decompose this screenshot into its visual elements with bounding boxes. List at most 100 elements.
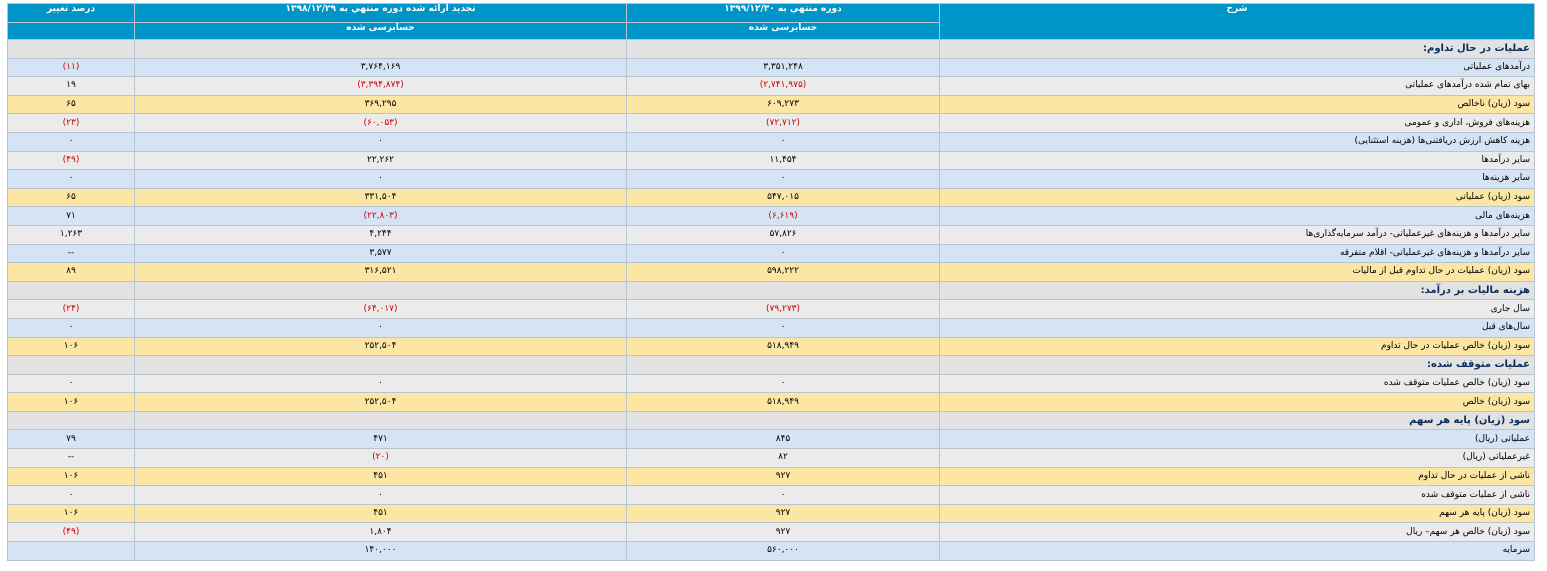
row-current-value: ۵۱۸,۹۴۹ [626, 392, 940, 412]
row-current-value: ۵۶۰,۰۰۰ [626, 541, 940, 561]
row-current-value: ۶۰۹,۲۷۳ [626, 94, 940, 115]
table-row: سود (زیان) خالص عملیات در حال تداوم ۵۱۸,۹… [7, 336, 1535, 357]
row-change-percent: ۰ [7, 317, 135, 338]
row-current-value [626, 280, 940, 301]
row-prior-value: ۱۴۰,۰۰۰ [134, 541, 627, 561]
table-row: سایر درآمدها ۱۱,۴۵۴ ۲۲,۲۶۲ (۴۹) [7, 150, 1535, 171]
row-prior-value: ۴۵۱ [134, 503, 627, 524]
section-header-row: سود (زیان) پایه هر سهم [7, 410, 1535, 431]
row-current-value: ۰ [626, 485, 940, 505]
row-change-percent: ۱,۲۶۳ [7, 224, 135, 245]
row-prior-value: (۲۲,۸۰۳) [134, 206, 627, 226]
table-row: عملیاتی (ریال) ۸۴۵ ۴۷۱ ۷۹ [7, 429, 1535, 450]
row-prior-value: ۲۲,۲۶۲ [134, 150, 627, 171]
section-header-row: عملیات متوقف شده: [7, 355, 1535, 375]
row-description: سود (زیان) پایه هر سهم [939, 410, 1535, 431]
row-change-percent: (۱۱) [7, 57, 135, 78]
row-prior-value: ۰ [134, 485, 627, 505]
income-statement-table: شرح دوره منتهي به ۱۳۹۹/۱۲/۳۰ تجدید ارائه… [7, 3, 1535, 561]
row-prior-value: ۲۵۲,۵۰۴ [134, 336, 627, 357]
row-current-value: ۵۹۸,۲۲۲ [626, 262, 940, 282]
row-change-percent: (۲۴) [7, 299, 135, 319]
row-description: سایر درآمدها و هزینه‌های غیرعملیاتی- درآ… [939, 224, 1535, 245]
row-change-percent: ۶۵ [7, 94, 135, 115]
row-change-percent: (۴۹) [7, 522, 135, 543]
section-header-row: هزینه مالیات بر درآمد: [7, 280, 1535, 301]
row-description: هزینه مالیات بر درآمد: [939, 280, 1535, 301]
table-row: سایر درآمدها و هزینه‌های غیرعملیاتی- اقل… [7, 243, 1535, 264]
table-row: سود (زیان) پایه هر سهم ۹۲۷ ۴۵۱ ۱۰۶ [7, 503, 1535, 524]
row-prior-value: ۴۵۱ [134, 466, 627, 487]
table-row: سود (زیان) خالص ۵۱۸,۹۴۹ ۲۵۲,۵۰۴ ۱۰۶ [7, 392, 1535, 412]
row-description: سود (زیان) خالص هر سهم– ریال [939, 522, 1535, 543]
col-subheader-prior-audited: حسابرسی شده [134, 22, 627, 40]
row-description: درآمدهای عملیاتی [939, 57, 1535, 78]
row-description: سایر هزینه‌ها [939, 169, 1535, 189]
row-prior-value: ۳۳۱,۵۰۴ [134, 187, 627, 208]
row-prior-value: ۳,۷۶۴,۱۶۹ [134, 57, 627, 78]
table-row: هزینه‌های مالی (۶,۶۱۹) (۲۲,۸۰۳) ۷۱ [7, 206, 1535, 226]
row-current-value: ۹۲۷ [626, 503, 940, 524]
row-current-value [626, 355, 940, 375]
row-description: ناشی از عملیات متوقف شده [939, 485, 1535, 505]
table-row: سود (زیان) ناخالص ۶۰۹,۲۷۳ ۳۶۹,۲۹۵ ۶۵ [7, 94, 1535, 115]
table-row: درآمدهای عملیاتی ۳,۳۵۱,۲۴۸ ۳,۷۶۴,۱۶۹ (۱۱) [7, 57, 1535, 78]
row-change-percent: ۰ [7, 373, 135, 394]
col-header-description: شرح [939, 3, 1535, 40]
row-prior-value: ۳۶۹,۲۹۵ [134, 94, 627, 115]
section-header-row: عملیات در حال تداوم: [7, 39, 1535, 59]
row-change-percent: ۷۹ [7, 429, 135, 450]
row-change-percent: ۱۹ [7, 76, 135, 96]
row-description: هزینه‌های مالی [939, 206, 1535, 226]
row-change-percent: ۶۵ [7, 187, 135, 208]
row-prior-value: (۶۰,۰۵۳) [134, 113, 627, 133]
row-prior-value: (۶۴,۰۱۷) [134, 299, 627, 319]
row-description: هزینه کاهش ارزش دریافتنی‌ها (هزینه استثن… [939, 131, 1535, 152]
table-body: عملیات در حال تداوم: درآمدهای عملیاتی ۳,۳۵… [7, 39, 1535, 561]
table-row: سایر درآمدها و هزینه‌های غیرعملیاتی- درآ… [7, 224, 1535, 245]
row-change-percent [7, 280, 135, 301]
row-description: سود (زیان) پایه هر سهم [939, 503, 1535, 524]
row-description: هزینه‌های فروش، اداری و عمومی [939, 113, 1535, 133]
financial-statement: شرح دوره منتهي به ۱۳۹۹/۱۲/۳۰ تجدید ارائه… [7, 3, 1535, 561]
row-description: عملیاتی (ریال) [939, 429, 1535, 450]
row-description: سال‌های قبل [939, 317, 1535, 338]
row-current-value: ۵۴۷,۰۱۵ [626, 187, 940, 208]
row-prior-value: ۲۵۲,۵۰۴ [134, 392, 627, 412]
row-current-value: ۳,۳۵۱,۲۴۸ [626, 57, 940, 78]
row-change-percent: ۸۹ [7, 262, 135, 282]
row-prior-value: ۰ [134, 317, 627, 338]
table-row: سود (زیان) خالص عملیات متوقف شده ۰ ۰ ۰ [7, 373, 1535, 394]
row-description: بهای تمام شده درآمدهای عملیاتی [939, 76, 1535, 96]
row-current-value: ۰ [626, 131, 940, 152]
row-description: سود (زیان) خالص [939, 392, 1535, 412]
row-prior-value: ۰ [134, 169, 627, 189]
row-change-percent: ۱۰۶ [7, 466, 135, 487]
row-change-percent [7, 541, 135, 561]
table-row: سال جاری (۷۹,۲۷۳) (۶۴,۰۱۷) (۲۴) [7, 299, 1535, 319]
row-current-value: ۰ [626, 243, 940, 264]
row-description: سود (زیان) ناخالص [939, 94, 1535, 115]
header-row: شرح دوره منتهي به ۱۳۹۹/۱۲/۳۰ تجدید ارائه… [7, 3, 1535, 40]
row-description: سرمایه [939, 541, 1535, 561]
row-prior-value: ۱,۸۰۴ [134, 522, 627, 543]
row-description: سایر درآمدها و هزینه‌های غیرعملیاتی- اقل… [939, 243, 1535, 264]
row-prior-value [134, 410, 627, 431]
row-description: عملیات متوقف شده: [939, 355, 1535, 375]
row-description: سایر درآمدها [939, 150, 1535, 171]
row-change-percent: -- [7, 448, 135, 468]
row-current-value: ۸۴۵ [626, 429, 940, 450]
col-subheader-change-blank [7, 22, 135, 40]
row-current-value: (۶,۶۱۹) [626, 206, 940, 226]
row-current-value: ۵۱۸,۹۴۹ [626, 336, 940, 357]
row-prior-value: (۳,۳۹۴,۸۷۴) [134, 76, 627, 96]
row-current-value: ۰ [626, 317, 940, 338]
row-description: سود (زیان) عملیات در حال تداوم قبل از ما… [939, 262, 1535, 282]
table-row: هزینه‌های فروش، اداری و عمومی (۷۲,۷۱۲) (۶۰… [7, 113, 1535, 133]
table-row: ناشی از عملیات در حال تداوم ۹۲۷ ۴۵۱ ۱۰۶ [7, 466, 1535, 487]
subheader-row: حسابرسی شده حسابرسی شده [7, 22, 1535, 40]
row-prior-value: ۳,۵۷۷ [134, 243, 627, 264]
row-prior-value: ۳۱۶,۵۲۱ [134, 262, 627, 282]
table-row: بهای تمام شده درآمدهای عملیاتی (۲,۷۴۱,۹۷۵… [7, 76, 1535, 96]
row-change-percent: ۱۰۶ [7, 392, 135, 412]
